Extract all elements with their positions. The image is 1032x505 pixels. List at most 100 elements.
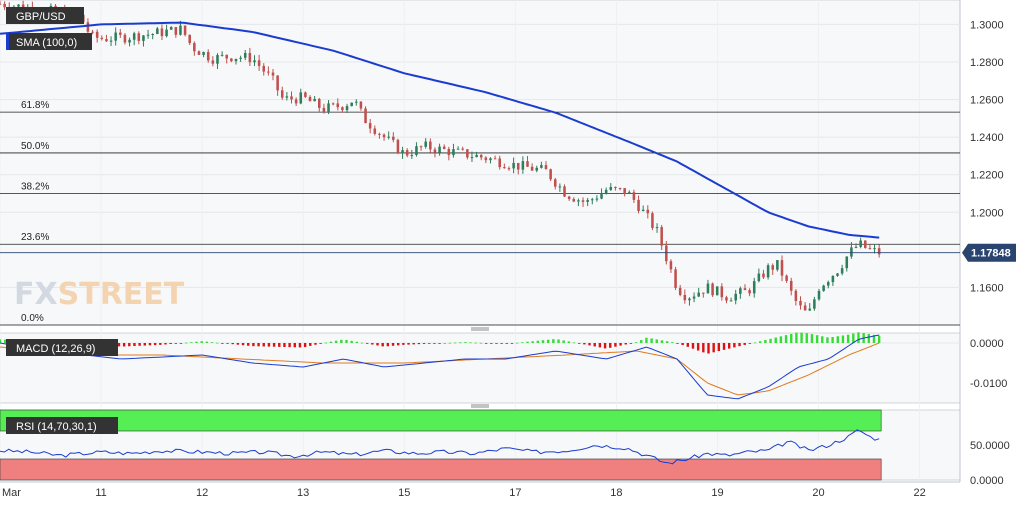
candle-body	[169, 27, 173, 30]
macd-histogram-bar	[469, 342, 472, 344]
candle-body	[452, 149, 455, 156]
candle-body	[540, 165, 543, 168]
macd-histogram-bar	[671, 342, 674, 343]
fib-label: 61.8%	[21, 100, 49, 111]
macd-histogram-bar	[236, 343, 240, 345]
macd-histogram-bar	[831, 337, 834, 343]
candle-body	[86, 22, 90, 32]
macd-histogram-bar	[722, 343, 726, 350]
candle-body	[211, 60, 215, 64]
macd-histogram-bar	[877, 335, 881, 343]
candle-body	[785, 275, 788, 281]
candle-body	[345, 106, 349, 111]
candle-body	[359, 101, 363, 109]
candle-body	[604, 189, 608, 194]
x-tick-label: 22	[913, 487, 925, 499]
macd-histogram-bar	[184, 342, 188, 344]
fib-label: 23.6%	[21, 232, 49, 243]
macd-histogram-bar	[262, 343, 265, 347]
candle-body	[614, 186, 617, 189]
macd-histogram-bar	[727, 343, 731, 349]
macd-histogram-bar	[546, 339, 550, 343]
candle-body	[572, 199, 576, 202]
candle-body	[813, 299, 816, 309]
candle-body	[128, 39, 131, 43]
macd-histogram-bar	[319, 343, 322, 344]
candle-body	[285, 96, 289, 98]
sma-label-accent	[6, 33, 9, 50]
macd-histogram-bar	[505, 343, 509, 344]
candle-body	[794, 290, 798, 301]
macd-histogram-bar	[355, 341, 359, 343]
fib-label: 38.2%	[21, 181, 49, 192]
candle-body	[188, 34, 191, 44]
candle-body	[752, 281, 756, 294]
price-tick-label: 1.2800	[970, 57, 1004, 69]
candle-body	[563, 186, 566, 197]
candle-body	[206, 52, 210, 61]
macd-histogram-bar	[138, 343, 141, 346]
candle-body	[239, 57, 242, 59]
candle-body	[294, 99, 298, 104]
candle-body	[651, 213, 654, 228]
candle-body	[771, 265, 775, 270]
macd-histogram-bar	[650, 338, 653, 343]
candle-body	[859, 240, 862, 247]
candle-body	[119, 32, 122, 35]
macd-histogram-bar	[474, 342, 477, 344]
candle-body	[160, 28, 164, 37]
candle-body	[419, 146, 423, 148]
macd-histogram-bar	[800, 332, 803, 343]
candle-body	[382, 134, 386, 138]
candle-body	[702, 292, 705, 294]
candle-body	[669, 261, 673, 270]
macd-histogram-bar	[717, 343, 721, 352]
candle-body	[318, 98, 321, 108]
candle-body	[132, 33, 136, 40]
rsi-overbought-zone	[0, 409, 882, 432]
candle-body	[591, 199, 594, 201]
macd-histogram-bar	[459, 342, 462, 344]
symbol-label-bg	[6, 7, 84, 24]
macd-histogram-bar	[733, 343, 736, 348]
candle-body	[479, 154, 483, 158]
x-tick-label: 19	[711, 487, 723, 499]
candle-body	[748, 290, 751, 294]
macd-histogram-bar	[624, 343, 627, 345]
macd-histogram-bar	[686, 343, 690, 347]
macd-histogram-bar	[510, 343, 514, 344]
candle-body	[401, 150, 404, 154]
candle-body	[331, 103, 335, 105]
candle-body	[276, 75, 279, 91]
candle-body	[179, 25, 182, 35]
candle-body	[392, 136, 395, 140]
macd-histogram-bar	[340, 339, 343, 343]
candle-body	[308, 96, 312, 102]
candle-body	[424, 141, 427, 147]
candle-body	[854, 246, 858, 248]
candle-body	[429, 141, 432, 150]
macd-histogram-bar	[205, 341, 209, 343]
candle-body	[91, 31, 94, 33]
macd-histogram-bar	[438, 343, 441, 344]
macd-histogram-bar	[784, 335, 788, 343]
rsi-tick-label: 0.0000	[970, 475, 1004, 487]
candle-body	[803, 305, 807, 311]
candle-body	[248, 52, 252, 63]
candle-body	[739, 288, 742, 294]
candle-body	[475, 154, 478, 158]
macd-histogram-bar	[272, 343, 276, 347]
macd-tick-label: 0.0000	[970, 338, 1004, 350]
macd-histogram-bar	[267, 343, 271, 347]
macd-histogram-bar	[681, 343, 684, 345]
candle-body	[720, 286, 724, 298]
macd-histogram-bar	[810, 334, 814, 343]
candle-body	[151, 33, 154, 35]
candle-body	[549, 169, 552, 180]
candle-body	[729, 300, 733, 302]
candle-body	[512, 162, 515, 169]
macd-histogram-bar	[122, 343, 126, 347]
candle-body	[304, 92, 307, 97]
macd-histogram-bar	[821, 336, 824, 343]
